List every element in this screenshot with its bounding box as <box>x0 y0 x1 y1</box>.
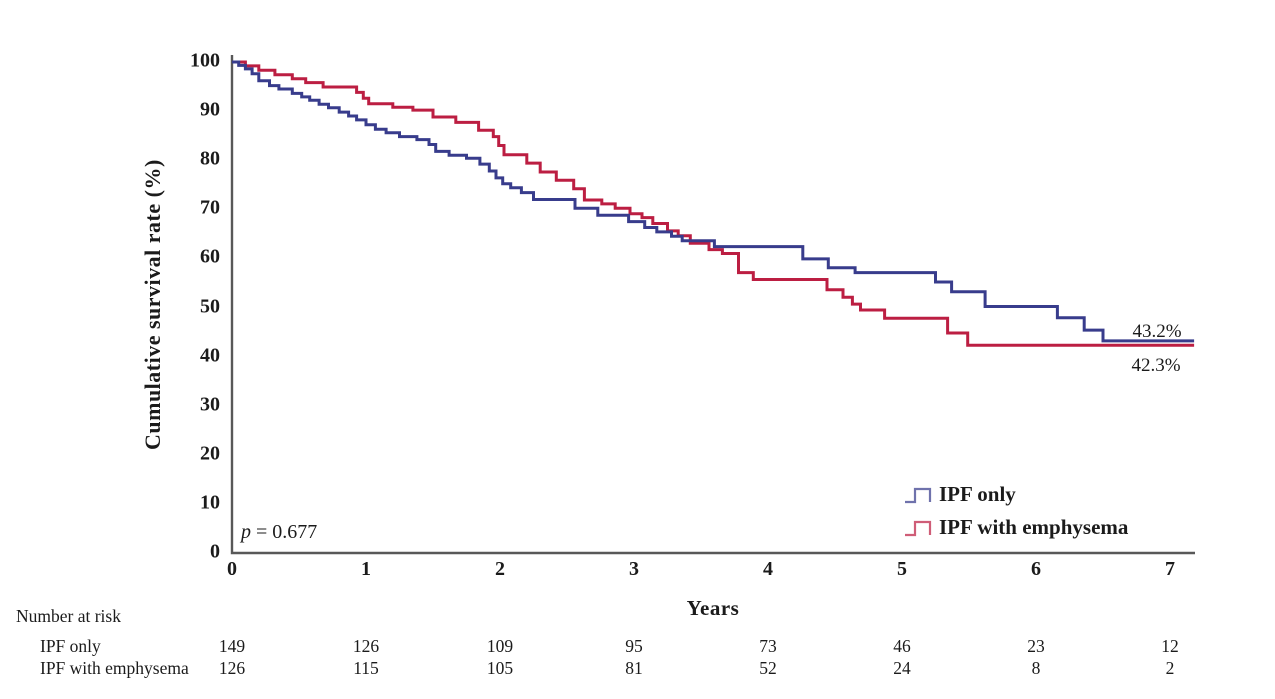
step-line-symbol-icon <box>905 487 932 503</box>
x-tick-label-2: 2 <box>495 558 505 580</box>
risk-row-label-ipf-only: IPF only <box>40 636 101 656</box>
step-line-symbol-icon <box>905 520 932 536</box>
y-tick-label-20: 20 <box>200 442 220 465</box>
legend-label-ipf-only: IPF only <box>939 482 1016 506</box>
y-tick-label-40: 40 <box>200 344 220 367</box>
legend-item-ipf-only: IPF only <box>903 478 1128 511</box>
final-survival-label-ipf-emphysema: 42.3% <box>1131 355 1181 376</box>
step-line-glyph <box>905 487 932 503</box>
y-tick-label-0: 0 <box>210 540 220 563</box>
p-symbol: p <box>241 521 251 543</box>
y-tick-label-10: 10 <box>200 491 220 514</box>
risk-value: 12 <box>1161 636 1179 656</box>
x-tick-label-7: 7 <box>1165 558 1175 580</box>
final-survival-label-ipf-only: 43.2% <box>1132 321 1182 342</box>
risk-value: 2 <box>1165 658 1175 678</box>
risk-value: 81 <box>625 658 643 678</box>
y-tick-label-60: 60 <box>200 245 220 268</box>
y-tick-label-50: 50 <box>200 295 220 318</box>
survival-curve-ipf-only <box>232 60 1195 343</box>
x-tick-label-4: 4 <box>763 558 773 580</box>
risk-value: 52 <box>759 658 777 678</box>
y-tick-label-30: 30 <box>200 393 220 416</box>
x-axis-title: Years <box>686 596 740 620</box>
risk-value: 115 <box>353 658 379 678</box>
p-value-text: = 0.677 <box>251 521 318 543</box>
risk-value: 23 <box>1027 636 1045 656</box>
y-tick-label-70: 70 <box>200 196 220 219</box>
risk-value: 126 <box>218 658 246 678</box>
y-tick-label-80: 80 <box>200 147 220 170</box>
survival-curve-ipf-with-emphysema <box>232 60 1195 347</box>
x-tick-label-6: 6 <box>1031 558 1041 580</box>
risk-value: 149 <box>218 636 246 656</box>
risk-value: 109 <box>486 636 514 656</box>
risk-value: 46 <box>893 636 911 656</box>
x-tick-label-5: 5 <box>897 558 907 580</box>
y-tick-label-90: 90 <box>200 98 220 121</box>
x-tick-label-3: 3 <box>629 558 639 580</box>
risk-value: 126 <box>352 636 380 656</box>
risk-row-label-ipf-emphysema: IPF with emphysema <box>40 658 189 678</box>
risk-value: 105 <box>486 658 514 678</box>
y-tick-label-100: 100 <box>190 49 220 72</box>
number-at-risk-title: Number at risk <box>16 606 121 626</box>
axis-lines <box>230 55 1195 555</box>
risk-value: 24 <box>893 658 911 678</box>
legend-item-ipf-emphysema: IPF with emphysema <box>903 511 1128 544</box>
p-value-label: p = 0.677 <box>241 521 317 544</box>
step-line-glyph <box>905 520 932 536</box>
risk-value: 8 <box>1031 658 1041 678</box>
legend-label-ipf-emphysema: IPF with emphysema <box>939 515 1129 539</box>
legend: IPF only IPF with emphysema <box>903 478 1128 544</box>
risk-value: 95 <box>625 636 643 656</box>
x-tick-label-1: 1 <box>361 558 371 580</box>
risk-value: 73 <box>759 636 777 656</box>
x-tick-label-0: 0 <box>227 558 237 580</box>
